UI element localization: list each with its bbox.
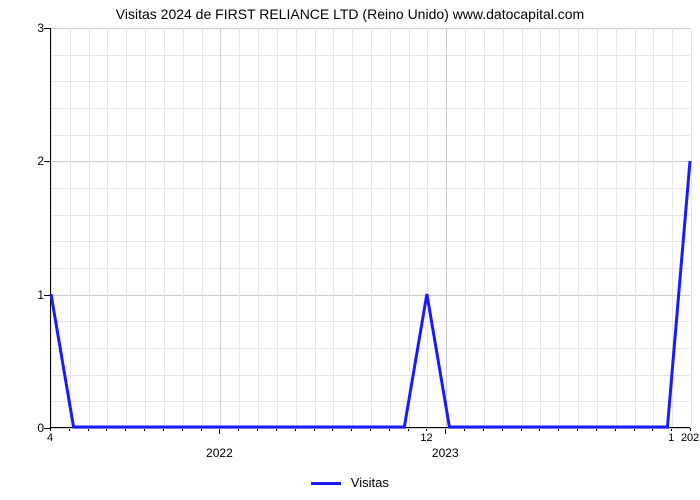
legend-label: Visitas [351,475,389,490]
grid-line-v-minor [691,28,692,427]
y-tick-label: 3 [37,21,44,35]
x-tick-mark-minor [690,428,691,431]
x-tick-label-major: 2023 [432,446,459,460]
chart-container: Visitas 2024 de FIRST RELIANCE LTD (Rein… [0,0,700,500]
x-tick-label-minor: 1 [668,432,674,444]
chart-title: Visitas 2024 de FIRST RELIANCE LTD (Rein… [0,6,700,22]
x-tick-label-major: 2022 [206,446,233,460]
series-line [51,161,690,427]
line-chart-svg [51,28,690,427]
y-tick-label: 0 [37,421,44,435]
x-tick-label-minor: 12 [420,432,432,444]
legend-swatch [311,482,341,485]
y-tick-label: 1 [37,288,44,302]
legend: Visitas [0,475,700,490]
y-tick-label: 2 [37,154,44,168]
x-tick-label-minor: 4 [47,432,53,444]
plot-area [50,28,690,428]
x-tick-label-minor: 202 [681,432,699,444]
